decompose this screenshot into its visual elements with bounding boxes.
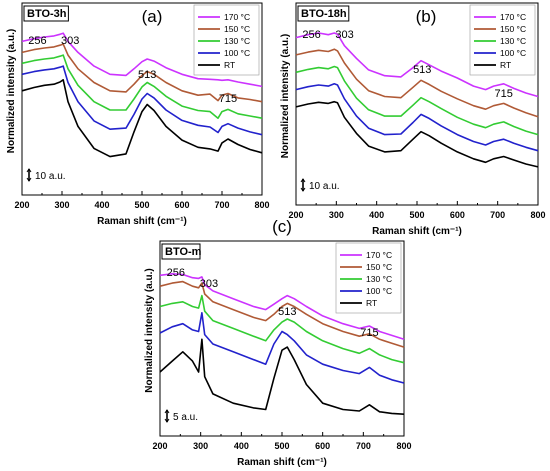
sample-label-box bbox=[161, 243, 201, 260]
x-tick-label: 800 bbox=[530, 210, 545, 220]
series-line-1 bbox=[295, 48, 539, 118]
x-tick-label: 400 bbox=[369, 210, 384, 220]
scale-bar-arrow-down bbox=[26, 177, 32, 182]
series-line-1 bbox=[21, 43, 263, 103]
x-tick-label: 300 bbox=[54, 200, 69, 210]
panel-a: 200 300 400 500 600 700 800 Raman shift (cm⁻¹) N… bbox=[6, 2, 270, 227]
peak-label: 256 bbox=[28, 35, 46, 47]
series-line-0 bbox=[295, 32, 539, 98]
peak-label: 303 bbox=[335, 29, 353, 41]
y-axis-title: Normalized intensity (a.u.) bbox=[6, 29, 17, 153]
series-line-1 bbox=[159, 280, 405, 348]
x-tick-label: 600 bbox=[315, 441, 330, 451]
series-line-2 bbox=[159, 294, 405, 364]
x-tick-label: 500 bbox=[134, 200, 149, 210]
peak-label: 715 bbox=[495, 88, 513, 100]
series-line-3 bbox=[159, 312, 405, 384]
legend-label: 130 °C bbox=[366, 274, 392, 284]
series-line-2 bbox=[21, 54, 263, 119]
legend-label: 150 °C bbox=[500, 24, 526, 34]
x-tick-label: 200 bbox=[14, 200, 29, 210]
panel-b: 200 300 400 500 600 700 800 Raman shift (cm⁻¹) N… bbox=[280, 2, 546, 237]
x-tick-label: 800 bbox=[396, 441, 411, 451]
sample-label: BTO-3h bbox=[27, 8, 67, 20]
peak-label: 303 bbox=[200, 278, 218, 290]
x-tick-label: 200 bbox=[288, 210, 303, 220]
peak-label: 715 bbox=[219, 93, 237, 105]
sample-label: BTO-18h bbox=[301, 8, 347, 20]
peak-label: 513 bbox=[413, 64, 431, 76]
scale-bar-arrow-up bbox=[164, 409, 170, 414]
x-tick-label: 700 bbox=[356, 441, 371, 451]
legend-label: 100 °C bbox=[500, 48, 526, 58]
peak-label: 513 bbox=[278, 306, 296, 318]
x-tick-label: 300 bbox=[193, 441, 208, 451]
x-tick-label: 400 bbox=[234, 441, 249, 451]
scale-bar-label: 10 a.u. bbox=[35, 171, 66, 182]
x-axis-title: Raman shift (cm⁻¹) bbox=[237, 457, 327, 468]
scale-bar-arrow-up bbox=[26, 168, 32, 173]
panel-label: (c) bbox=[272, 217, 292, 236]
y-axis-title: Normalized intensity (a.u.) bbox=[144, 268, 155, 392]
legend-label: 130 °C bbox=[224, 36, 250, 46]
legend-label: 150 °C bbox=[224, 24, 250, 34]
sample-label-box bbox=[23, 5, 69, 22]
scale-bar-label: 10 a.u. bbox=[309, 181, 340, 192]
series-line-4 bbox=[295, 100, 539, 168]
sample-label-box bbox=[297, 5, 350, 22]
scale-bar-label: 5 a.u. bbox=[173, 412, 198, 423]
scale-bar-arrow-down bbox=[300, 187, 306, 192]
y-axis-title: Normalized intensity (a.u.) bbox=[280, 34, 291, 158]
legend-label: 170 °C bbox=[366, 250, 392, 260]
series-line-2 bbox=[295, 65, 539, 136]
peak-label: 256 bbox=[302, 29, 320, 41]
legend-label: 150 °C bbox=[366, 262, 392, 272]
x-tick-label: 500 bbox=[409, 210, 424, 220]
x-tick-label: 200 bbox=[152, 441, 167, 451]
legend-label: 170 °C bbox=[500, 12, 526, 22]
series-line-4 bbox=[159, 338, 405, 415]
x-tick-label: 600 bbox=[174, 200, 189, 210]
x-tick-label: 500 bbox=[274, 441, 289, 451]
series-line-0 bbox=[159, 273, 405, 341]
legend-label: 100 °C bbox=[224, 48, 250, 58]
x-axis-title: Raman shift (cm⁻¹) bbox=[372, 226, 462, 237]
series-line-3 bbox=[21, 65, 263, 136]
panel-label: (a) bbox=[142, 7, 163, 26]
peak-label: 256 bbox=[167, 267, 185, 279]
series-line-0 bbox=[21, 32, 263, 88]
legend-label: 170 °C bbox=[224, 12, 250, 22]
x-tick-label: 400 bbox=[94, 200, 109, 210]
legend-label: 130 °C bbox=[500, 36, 526, 46]
peak-label: 513 bbox=[138, 69, 156, 81]
x-axis-title: Raman shift (cm⁻¹) bbox=[97, 216, 187, 227]
peak-label: 303 bbox=[61, 35, 79, 47]
x-tick-label: 600 bbox=[450, 210, 465, 220]
scale-bar-arrow-up bbox=[300, 178, 306, 183]
sample-label: BTO-m bbox=[165, 246, 202, 258]
x-tick-label: 700 bbox=[490, 210, 505, 220]
legend-label: 100 °C bbox=[366, 286, 392, 296]
x-tick-label: 700 bbox=[214, 200, 229, 210]
legend-label: RT bbox=[366, 298, 377, 308]
panel-c: 200 300 400 500 600 700 800 Raman shift (cm⁻¹) N… bbox=[144, 217, 412, 468]
series-line-3 bbox=[295, 83, 539, 152]
peak-label: 715 bbox=[360, 327, 378, 339]
legend-label: RT bbox=[500, 60, 511, 70]
x-tick-label: 300 bbox=[329, 210, 344, 220]
scale-bar-arrow-down bbox=[164, 418, 170, 423]
x-tick-label: 800 bbox=[254, 200, 269, 210]
panel-label: (b) bbox=[416, 7, 437, 26]
series-line-4 bbox=[21, 79, 263, 158]
legend-label: RT bbox=[224, 60, 235, 70]
